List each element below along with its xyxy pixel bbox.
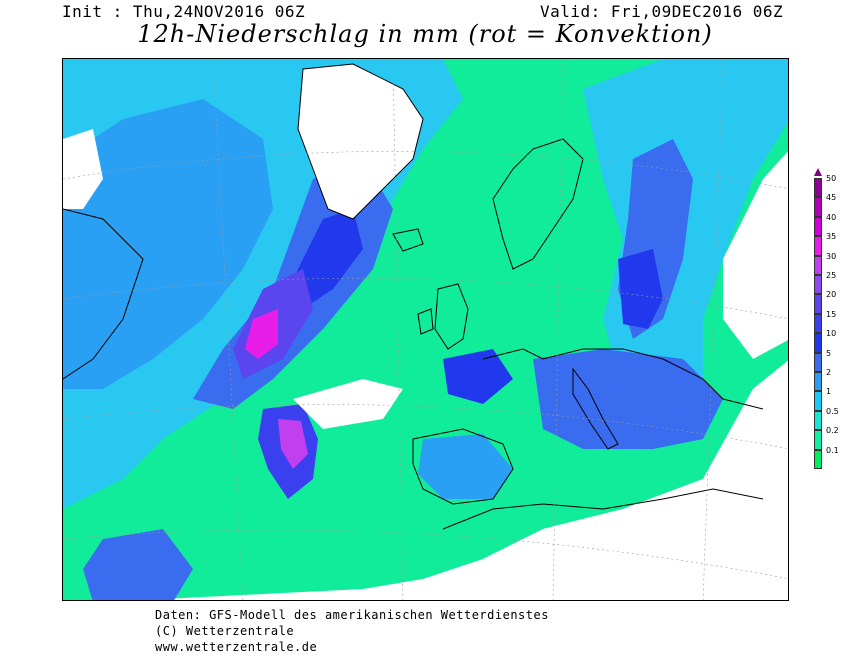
- legend-label: 10: [826, 329, 837, 339]
- legend-label: 25: [826, 271, 837, 280]
- legend-label: 0.1: [826, 445, 839, 455]
- greenland-landmass: [297, 63, 424, 220]
- precip-field-blue-atlantic: [63, 99, 273, 389]
- legend-swatch: [814, 333, 822, 353]
- legend-label: 1: [826, 387, 832, 397]
- legend-top-arrow: [814, 168, 822, 176]
- coastline-ireland: [417, 308, 434, 335]
- legend-label: 40: [826, 212, 837, 222]
- precipitation-map: [62, 58, 789, 601]
- precip-core-iberia: [418, 434, 513, 499]
- dry-area-atlantic: [293, 379, 403, 429]
- legend-label: 50: [826, 174, 837, 183]
- coastline-north-america: [63, 208, 144, 380]
- precip-max-atlantic: [245, 309, 278, 359]
- footer-url[interactable]: www.wetterzentrale.de: [155, 640, 318, 654]
- legend-swatch: [814, 391, 822, 411]
- precip-max-azores: [278, 419, 308, 469]
- precip-core-mediterranean: [533, 349, 723, 449]
- legend-label: 15: [826, 309, 837, 319]
- map-canvas: [63, 59, 788, 600]
- legend-label: 0.2: [826, 426, 839, 436]
- legend-swatch: [814, 372, 822, 392]
- graticule: [63, 59, 788, 600]
- legend-swatch: [814, 352, 822, 372]
- coastline-iberia: [412, 428, 514, 505]
- init-time-label: Init : Thu,24NOV2016 06Z: [62, 2, 306, 21]
- coastline-scandinavia: [492, 138, 584, 270]
- legend-swatch: [814, 197, 822, 217]
- footer-copyright: (C) Wetterzentrale: [155, 624, 295, 638]
- legend-swatch: [814, 275, 822, 295]
- precip-core-biscay: [443, 349, 513, 404]
- legend-label: 45: [826, 193, 837, 203]
- legend-swatch: [814, 449, 822, 469]
- coastline-iceland: [392, 228, 424, 252]
- coastline-british-isles: [434, 283, 469, 350]
- coastline-continental-europe: [482, 348, 764, 410]
- coastline-north-africa: [442, 488, 764, 530]
- dry-area-southeast: [444, 360, 788, 600]
- coastline-italy: [572, 367, 619, 450]
- legend-swatch: [814, 294, 822, 314]
- precip-core-eastern-europe: [618, 249, 663, 329]
- precipitation-legend: 50 45 40 35 30 25 20 15 10 5 2 1 0.5 0.2 0.1: [812, 168, 850, 478]
- legend-swatch: [814, 430, 822, 450]
- legend-swatch: [814, 410, 822, 431]
- legend-label: 35: [826, 232, 837, 242]
- precip-core-southwest: [83, 529, 193, 600]
- legend-label: 2: [826, 368, 832, 377]
- legend-swatch: [814, 255, 822, 275]
- valid-time-label: Valid: Fri,09DEC2016 06Z: [540, 2, 784, 21]
- legend-swatch: [814, 216, 822, 237]
- dry-area-northeast: [723, 151, 788, 359]
- dry-area-west: [63, 129, 103, 209]
- legend-swatch: [814, 313, 822, 334]
- legend-swatch: [814, 178, 822, 198]
- legend-label: 0.5: [826, 406, 839, 416]
- legend-label: 20: [826, 290, 837, 300]
- map-title: 12h-Niederschlag in mm (rot = Konvektion…: [137, 20, 713, 48]
- legend-label: 5: [826, 348, 832, 358]
- legend-swatch: [814, 236, 822, 256]
- legend-label: 30: [826, 251, 837, 261]
- precip-core-greenland: [293, 209, 363, 309]
- footer-source: Daten: GFS-Modell des amerikanischen Wet…: [155, 608, 549, 622]
